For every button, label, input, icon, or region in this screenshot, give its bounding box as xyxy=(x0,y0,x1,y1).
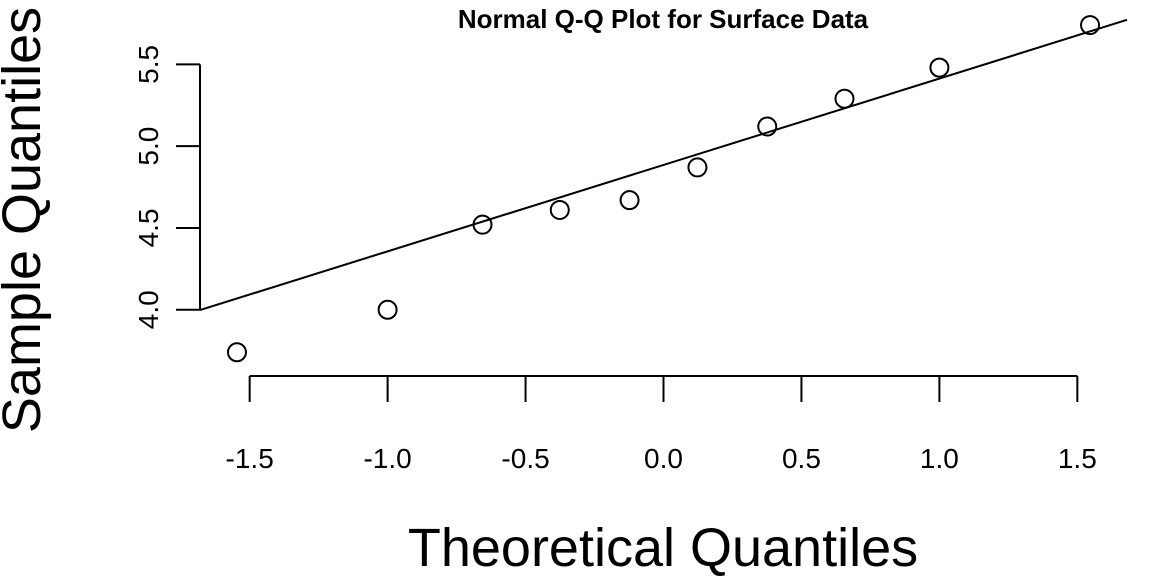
x-tick-label: 1.0 xyxy=(920,443,959,474)
data-point xyxy=(472,214,493,235)
y-axis-title: Sample Quantiles xyxy=(0,7,52,433)
data-point xyxy=(377,299,398,320)
y-tick-label: 5.0 xyxy=(133,127,164,166)
data-point xyxy=(549,199,570,220)
y-tick-label: 4.0 xyxy=(133,290,164,329)
data-point xyxy=(226,342,247,363)
y-tick-label: 4.5 xyxy=(133,208,164,247)
y-tick-label: 5.5 xyxy=(133,45,164,84)
x-tick-label: -1.0 xyxy=(363,443,411,474)
x-axis: -1.5 -1.0 -0.5 0.0 0.5 1.0 1.5 xyxy=(226,375,1097,474)
data-point xyxy=(619,190,640,211)
data-point xyxy=(834,88,855,109)
chart-title: Normal Q-Q Plot for Surface Data xyxy=(458,4,869,34)
x-tick-label: 0.0 xyxy=(644,443,683,474)
x-tick-label: 1.5 xyxy=(1058,443,1097,474)
x-tick-label: 0.5 xyxy=(782,443,821,474)
reference-line xyxy=(199,18,1128,312)
x-axis-title: Theoretical Quantiles xyxy=(408,518,918,576)
x-tick-label: -1.5 xyxy=(226,443,274,474)
data-point xyxy=(687,157,708,178)
x-tick-label: -0.5 xyxy=(501,443,549,474)
data-point xyxy=(1080,15,1101,36)
data-points xyxy=(226,15,1101,363)
data-point xyxy=(929,57,950,78)
data-point xyxy=(757,116,778,137)
y-axis: 4.0 4.5 5.0 5.5 xyxy=(133,45,201,329)
